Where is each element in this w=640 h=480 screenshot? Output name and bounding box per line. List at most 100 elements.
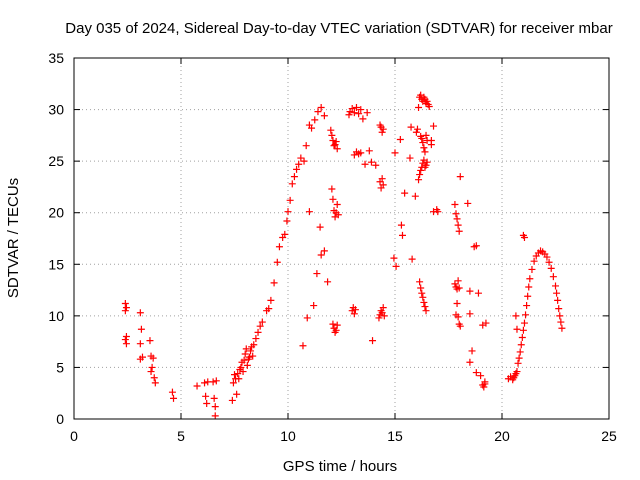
x-tick-label: 5	[177, 428, 185, 444]
data-point	[121, 336, 129, 344]
data-point	[313, 270, 321, 278]
data-point	[320, 112, 328, 120]
data-point	[290, 173, 298, 181]
x-tick-label: 25	[601, 428, 617, 444]
data-point	[390, 254, 398, 262]
x-tick-label: 20	[494, 428, 510, 444]
data-point	[122, 304, 130, 312]
data-point	[543, 253, 551, 261]
data-point	[150, 374, 158, 382]
data-point	[249, 352, 257, 360]
data-point	[302, 142, 310, 150]
data-point	[417, 284, 425, 292]
data-point	[250, 341, 258, 349]
data-point	[453, 215, 461, 223]
data-point	[423, 158, 431, 166]
data-point	[549, 273, 557, 281]
data-point	[252, 335, 260, 343]
y-axis-label: SDTVAR / TECUs	[5, 178, 22, 298]
data-point	[406, 154, 414, 162]
data-point	[422, 131, 430, 139]
data-point	[352, 104, 360, 112]
data-point	[149, 354, 157, 362]
data-point	[345, 111, 353, 119]
grid-layer	[74, 58, 609, 419]
data-point	[359, 115, 367, 123]
data-point	[363, 109, 371, 117]
data-point	[422, 161, 430, 169]
data-point	[434, 208, 442, 216]
data-point	[411, 192, 419, 200]
data-point	[256, 322, 264, 330]
data-point	[397, 221, 405, 229]
data-point	[331, 141, 339, 149]
data-point	[229, 379, 237, 387]
data-point	[299, 342, 307, 350]
data-point	[317, 251, 325, 259]
data-point	[148, 363, 156, 371]
data-point	[332, 326, 340, 334]
data-point	[375, 314, 383, 322]
y-tick-label: 5	[56, 359, 64, 375]
data-point	[136, 309, 144, 317]
data-point	[265, 305, 273, 313]
data-point	[558, 324, 566, 332]
data-point	[528, 265, 536, 273]
data-point	[554, 296, 562, 304]
y-tick-label: 10	[48, 308, 64, 324]
data-point	[412, 128, 420, 136]
data-point	[472, 242, 480, 250]
y-tick-label: 30	[48, 102, 64, 118]
data-point	[369, 337, 377, 345]
data-point	[520, 233, 528, 241]
data-point	[557, 318, 565, 326]
data-point	[242, 345, 250, 353]
data-point	[453, 299, 461, 307]
data-point	[417, 166, 425, 174]
chart-title: Day 035 of 2024, Sidereal Day-to-day VTE…	[65, 20, 612, 37]
data-point	[398, 231, 406, 239]
data-point	[416, 278, 424, 286]
data-point	[147, 368, 155, 376]
data-point	[512, 312, 520, 320]
data-point	[552, 282, 559, 290]
data-point	[415, 176, 423, 184]
data-point	[456, 173, 464, 181]
data-point	[136, 340, 144, 348]
data-point	[423, 97, 431, 105]
data-point	[481, 380, 489, 388]
data-point	[415, 104, 423, 112]
data-point	[297, 154, 305, 162]
data-point	[329, 137, 337, 145]
y-tick-label: 20	[48, 205, 64, 221]
data-point	[513, 368, 521, 376]
data-point	[420, 298, 428, 306]
tick-layer: 0 5 10 15 20 25 0 5 10 15 20 25 30 35	[48, 50, 617, 444]
data-point	[122, 332, 130, 340]
data-point	[474, 289, 482, 297]
data-point	[454, 313, 462, 321]
data-point	[526, 275, 534, 283]
data-point	[293, 165, 301, 173]
data-point	[456, 322, 464, 330]
data-point	[464, 199, 472, 207]
data-point	[517, 341, 525, 349]
data-point	[408, 255, 416, 263]
data-markers	[121, 91, 566, 420]
data-point	[351, 306, 359, 314]
data-point	[146, 337, 154, 345]
data-point	[333, 145, 341, 153]
data-point	[520, 319, 528, 327]
data-point	[284, 208, 292, 216]
data-point	[515, 354, 523, 362]
data-point	[379, 125, 387, 133]
data-point	[355, 110, 363, 118]
data-point	[348, 105, 356, 113]
data-point	[430, 122, 438, 130]
data-point	[455, 227, 463, 235]
data-point	[350, 310, 358, 318]
data-point	[329, 195, 337, 203]
data-point	[273, 258, 281, 266]
data-point	[209, 378, 217, 386]
